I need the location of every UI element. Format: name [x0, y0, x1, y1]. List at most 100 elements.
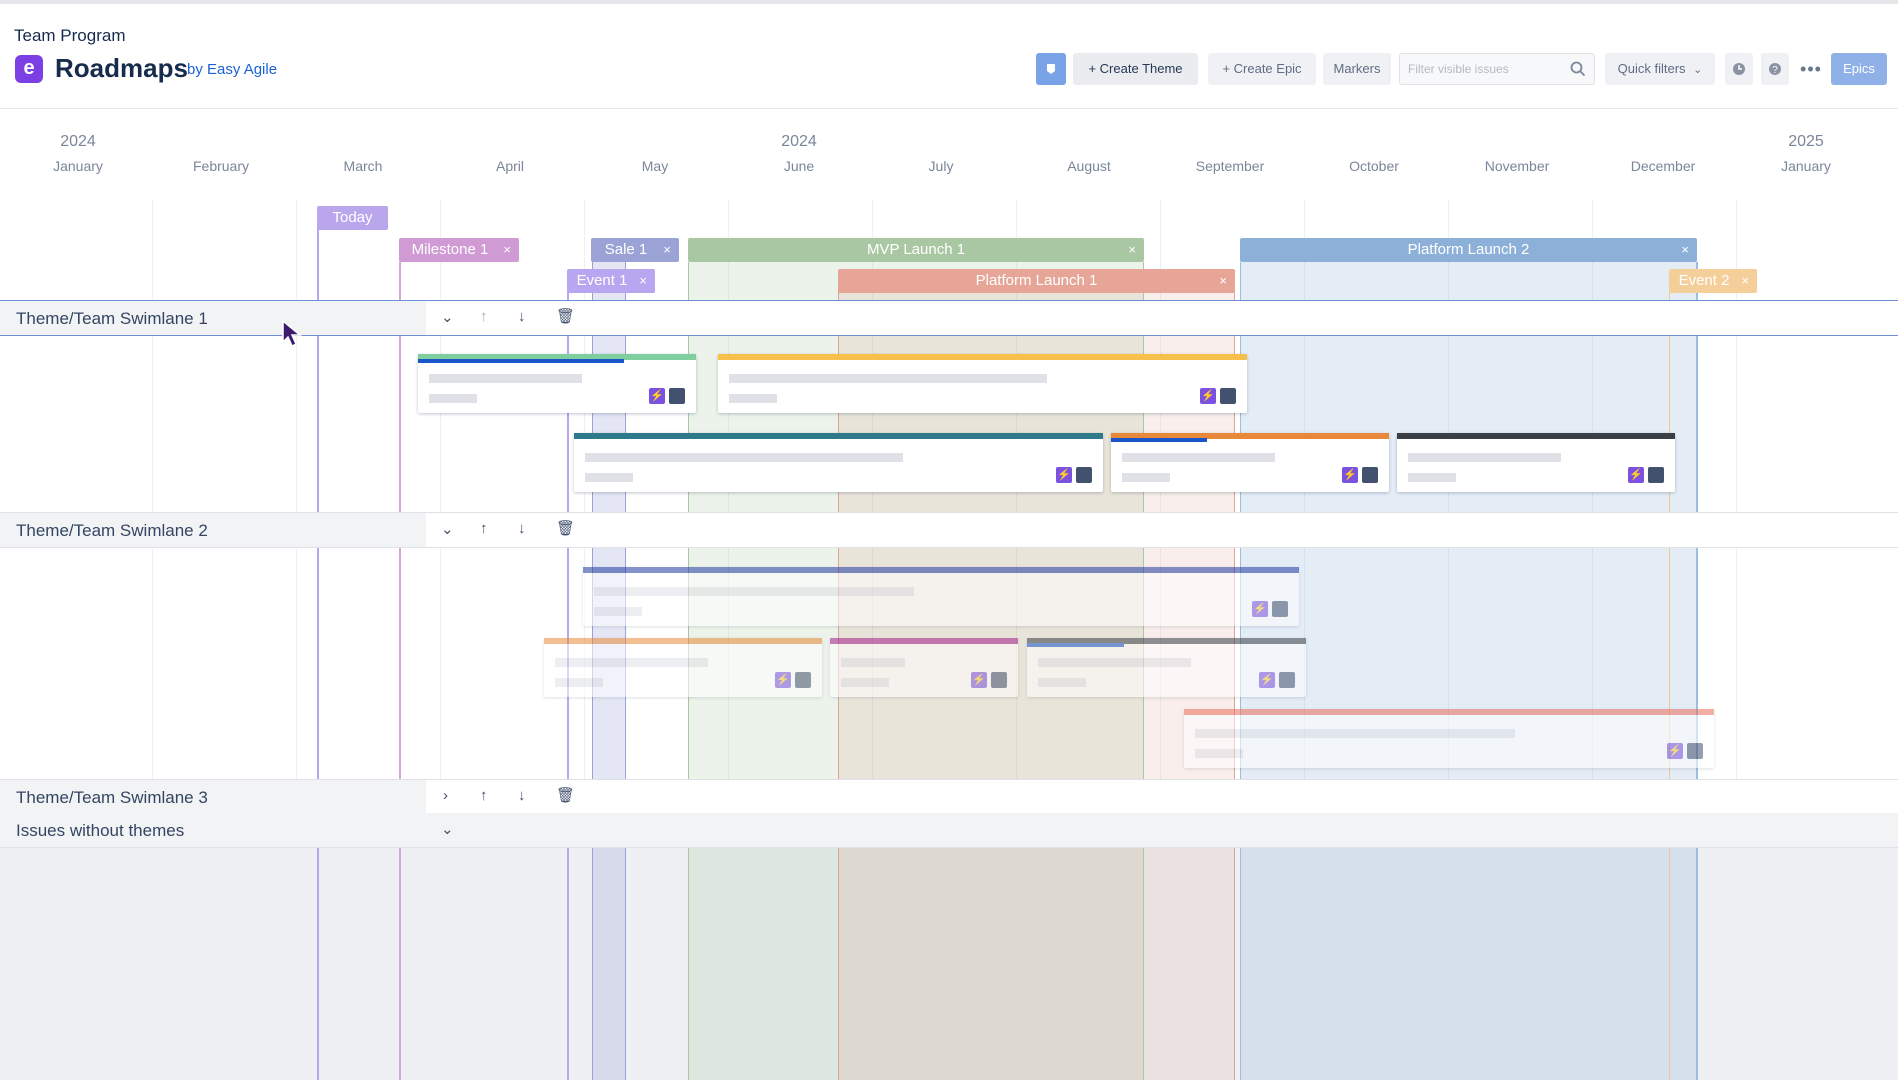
- close-icon[interactable]: ×: [663, 242, 671, 257]
- platform-launch1-marker[interactable]: Platform Launch 1 ×: [838, 269, 1235, 293]
- today-line: [317, 226, 319, 1080]
- swimlane-2-title[interactable]: Theme/Team Swimlane 2: [16, 521, 208, 540]
- create-theme-button[interactable]: + Create Theme: [1073, 53, 1198, 85]
- status-icon: [1220, 388, 1236, 404]
- arrow-down-icon[interactable]: ↓: [518, 520, 526, 537]
- epic-title-placeholder: [585, 453, 903, 462]
- epic-progress-bar: [418, 359, 624, 363]
- swimlane-1-header[interactable]: Theme/Team Swimlane 1 ⌄ ↑ ↓ 🗑: [0, 300, 1898, 336]
- milestone1-line: [399, 262, 401, 1080]
- swimlane-controls: [426, 780, 1898, 814]
- event1-label: Event 1: [576, 272, 628, 289]
- arrow-down-icon[interactable]: ↓: [518, 308, 526, 325]
- issues-without-themes-header[interactable]: Issues without themes ⌄: [0, 813, 1898, 848]
- close-icon[interactable]: ×: [1219, 273, 1227, 288]
- status-icon: [1272, 601, 1288, 617]
- epic-color-bar: [418, 354, 696, 360]
- status-icon: [795, 672, 811, 688]
- event2-line: [1669, 292, 1670, 1080]
- more-button[interactable]: •••: [1796, 53, 1826, 85]
- sale1-label: Sale 1: [604, 241, 648, 258]
- quick-filters-dropdown[interactable]: Quick filters ⌄: [1605, 53, 1715, 85]
- milestone1-marker[interactable]: Milestone 1 ×: [399, 238, 519, 262]
- filter-search-input[interactable]: [1399, 53, 1595, 85]
- epic-card[interactable]: ⚡: [1027, 638, 1306, 697]
- arrow-up-icon[interactable]: ↑: [480, 308, 488, 325]
- year-label: 2024: [781, 133, 817, 150]
- epic-color-bar: [1111, 433, 1389, 439]
- epic-card[interactable]: ⚡: [1184, 709, 1714, 768]
- month-label: January: [53, 158, 103, 174]
- epic-color-bar: [544, 638, 822, 644]
- platform-launch2-marker[interactable]: Platform Launch 2 ×: [1240, 238, 1697, 262]
- epic-card[interactable]: ⚡: [1111, 433, 1389, 492]
- event2-marker[interactable]: Event 2 ×: [1669, 269, 1757, 293]
- lightning-icon: ⚡: [775, 672, 791, 688]
- epic-key-placeholder: [594, 607, 642, 616]
- platform2-line-right: [1696, 262, 1698, 1080]
- close-icon[interactable]: ×: [1128, 242, 1136, 257]
- close-icon[interactable]: ×: [639, 273, 647, 288]
- epic-card[interactable]: ⚡: [1397, 433, 1675, 492]
- today-marker[interactable]: Today: [317, 206, 388, 230]
- month-label: April: [495, 158, 525, 174]
- chevron-down-icon[interactable]: ⌄: [441, 309, 454, 326]
- create-epic-button[interactable]: + Create Epic: [1208, 53, 1316, 85]
- epic-title-placeholder: [729, 374, 1047, 383]
- easy-agile-logo-icon: e: [15, 55, 43, 83]
- epic-title-placeholder: [429, 374, 582, 383]
- epic-card[interactable]: ⚡: [574, 433, 1103, 492]
- event1-marker[interactable]: Event 1 ×: [567, 269, 655, 293]
- issues-without-themes-title[interactable]: Issues without themes: [16, 821, 185, 840]
- month-label: December: [1630, 158, 1696, 174]
- swimlane-3-title[interactable]: Theme/Team Swimlane 3: [16, 788, 208, 807]
- swimlane-2-header[interactable]: Theme/Team Swimlane 2 ⌄ ↑ ↓ 🗑: [0, 512, 1898, 548]
- epic-card[interactable]: ⚡: [718, 354, 1247, 413]
- vendor-link[interactable]: by Easy Agile: [187, 61, 278, 78]
- filter-input-field[interactable]: [1400, 54, 1576, 84]
- chevron-down-icon[interactable]: ⌄: [441, 521, 454, 538]
- pin-button[interactable]: [1036, 53, 1066, 85]
- trash-icon[interactable]: 🗑: [556, 787, 576, 804]
- close-icon[interactable]: ×: [503, 242, 511, 257]
- arrow-up-icon[interactable]: ↑: [480, 787, 488, 804]
- mvp-launch1-marker[interactable]: MVP Launch 1 ×: [688, 238, 1144, 262]
- help-button[interactable]: ?: [1761, 53, 1789, 85]
- gridline: [1448, 200, 1449, 1080]
- arrow-up-icon[interactable]: ↑: [480, 520, 488, 537]
- gridline: [152, 200, 153, 1080]
- month-label: January: [1781, 158, 1831, 174]
- swimlane-3-header[interactable]: Theme/Team Swimlane 3 › ↑ ↓ 🗑: [0, 779, 1898, 815]
- empty-lane-area: [0, 848, 1898, 1080]
- swimlane-1-title[interactable]: Theme/Team Swimlane 1: [16, 309, 208, 328]
- search-icon: [1570, 61, 1586, 77]
- epic-key-placeholder: [555, 678, 603, 687]
- epic-card[interactable]: ⚡: [418, 354, 696, 413]
- epic-card[interactable]: ⚡: [544, 638, 822, 697]
- month-label: March: [343, 158, 383, 174]
- swimlane-label-area: [0, 301, 426, 335]
- close-icon[interactable]: ×: [1741, 273, 1749, 288]
- trash-icon[interactable]: 🗑: [556, 520, 576, 537]
- sale1-marker[interactable]: Sale 1 ×: [591, 238, 679, 262]
- close-icon[interactable]: ×: [1681, 242, 1689, 257]
- epic-title-placeholder: [555, 658, 708, 667]
- arrow-down-icon[interactable]: ↓: [518, 787, 526, 804]
- month-label: July: [928, 158, 954, 174]
- markers-button[interactable]: Markers: [1323, 53, 1391, 85]
- history-button[interactable]: [1725, 53, 1753, 85]
- epic-title-placeholder: [594, 587, 914, 596]
- epics-button[interactable]: Epics: [1831, 53, 1887, 85]
- chevron-down-icon[interactable]: ⌄: [441, 821, 454, 838]
- breadcrumb[interactable]: Team Program: [14, 26, 126, 45]
- lightning-icon: ⚡: [1342, 467, 1358, 483]
- trash-icon[interactable]: 🗑: [556, 308, 576, 325]
- lightning-icon: ⚡: [1259, 672, 1275, 688]
- epic-color-bar: [574, 433, 1103, 439]
- epic-progress-bar: [1111, 438, 1207, 442]
- epic-card[interactable]: ⚡: [583, 567, 1299, 626]
- swimlane-controls: [426, 301, 1898, 335]
- epic-card[interactable]: ⚡: [830, 638, 1018, 697]
- event2-label: Event 2: [1678, 272, 1730, 289]
- chevron-right-icon[interactable]: ›: [443, 787, 448, 804]
